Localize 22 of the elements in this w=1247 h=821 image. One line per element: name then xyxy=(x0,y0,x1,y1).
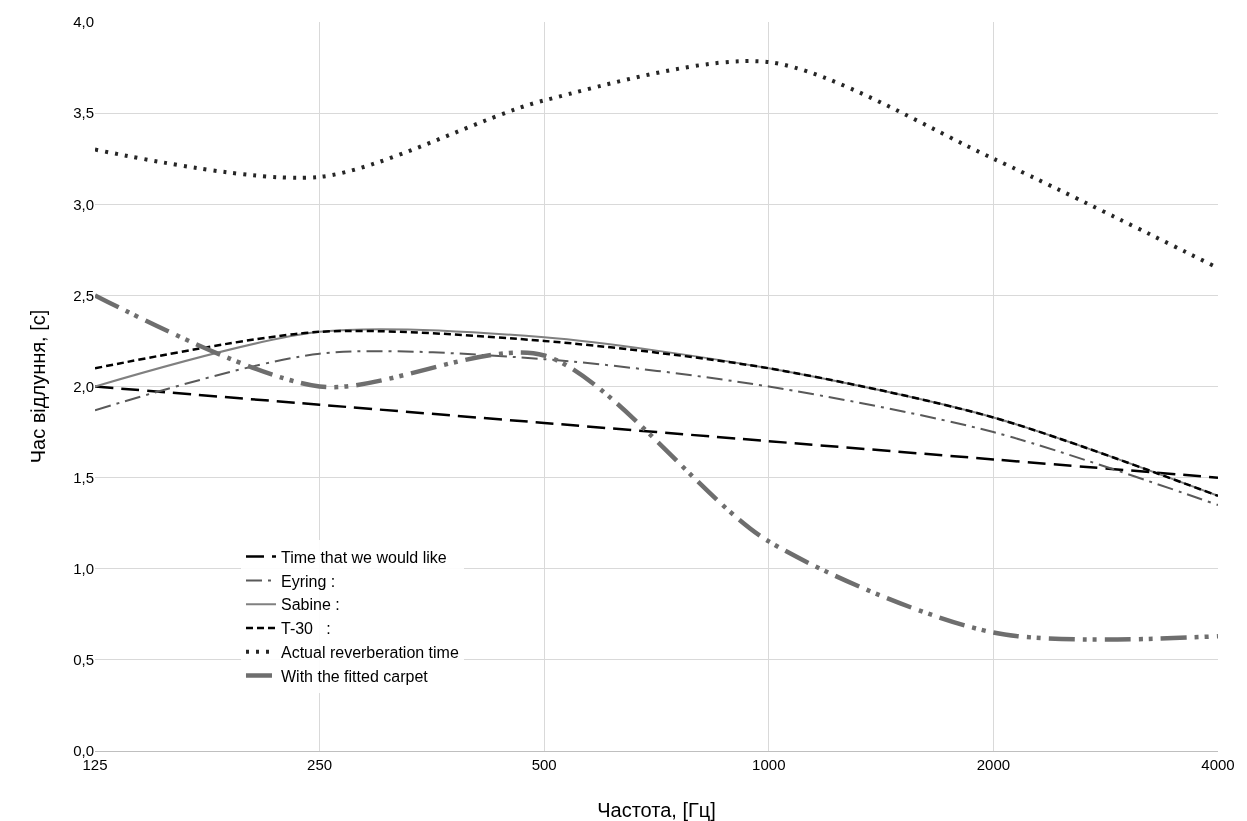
y-tick-label: 0,0 xyxy=(73,742,94,760)
legend-label: Actual reverberation time xyxy=(280,644,459,662)
x-tick-label: 4000 xyxy=(1201,756,1235,773)
y-tick-label: 4,0 xyxy=(73,13,94,31)
y-tick-label: 3,0 xyxy=(73,195,94,213)
y-axis-title: Час відлуння, [с] xyxy=(27,309,49,464)
x-tick-label: 1000 xyxy=(752,756,786,773)
x-axis-title: Частота, [Гц] xyxy=(597,799,716,821)
y-tick-label: 3,5 xyxy=(73,104,94,122)
legend-label: Time that we would like xyxy=(280,548,447,566)
x-tick-label: 500 xyxy=(531,756,557,773)
legend-label: Sabine : xyxy=(280,596,340,614)
x-tick-label: 2000 xyxy=(976,756,1011,773)
legend-label: With the fitted carpet xyxy=(280,667,429,685)
y-tick-label: 1,5 xyxy=(73,468,94,486)
legend-label: Eyring : xyxy=(280,572,336,590)
x-tick-label: 250 xyxy=(307,756,333,773)
y-tick-label: 2,5 xyxy=(73,286,94,304)
legend-label: T-30 : xyxy=(280,620,331,638)
y-tick-label: 1,0 xyxy=(73,560,94,577)
y-tick-label: 0,5 xyxy=(73,651,94,669)
y-tick-label: 2,0 xyxy=(73,377,94,395)
